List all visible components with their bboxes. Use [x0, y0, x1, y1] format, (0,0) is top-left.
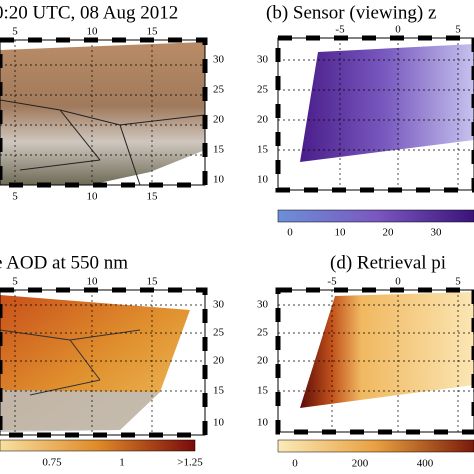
side-tick-label: 30 [257, 54, 269, 66]
colorbar-tick-label: 400 [417, 458, 434, 470]
top-tick-label: 15 [147, 26, 159, 38]
side-tick-label: 15 [257, 144, 269, 156]
colorbar-tick-label: 30 [431, 227, 443, 239]
colorbar-tick-label: 10 [335, 227, 347, 239]
side-tick-label: 15 [257, 385, 269, 397]
colorbar-tick-label: >1.25 [177, 457, 203, 469]
top-tick-label: -5 [327, 276, 337, 288]
side-tick-label: 25 [213, 327, 225, 339]
no-data [0, 390, 160, 432]
top-tick-label: -5 [335, 24, 345, 36]
satellite-image [0, 42, 205, 185]
side-tick-label: 15 [213, 385, 225, 397]
side-tick-label: 10 [257, 174, 269, 186]
viewing-angle-map [300, 44, 474, 162]
colorbar [277, 209, 474, 223]
colorbar [277, 439, 474, 453]
colorbar-tick-label: 0.75 [42, 457, 62, 469]
colorbar-tick-label: 200 [352, 458, 369, 470]
top-tick-label: 5 [455, 24, 461, 36]
colorbar-tick-label: 0 [292, 458, 298, 470]
top-tick-label: 5 [455, 276, 461, 288]
side-tick-label: 20 [257, 114, 269, 126]
top-tick-label: 5 [12, 276, 18, 288]
side-tick-label: 25 [257, 84, 269, 96]
bottom-tick-label: 15 [147, 191, 159, 203]
colorbar-tick-label: 0 [287, 227, 293, 239]
borders [0, 329, 141, 396]
side-tick-label: 10 [257, 417, 269, 429]
bottom-tick-label: 5 [12, 191, 18, 203]
panel-title: e AOD at 550 nm [0, 252, 128, 273]
bottom-tick-label: 10 [87, 191, 99, 203]
frame-border [0, 287, 208, 438]
top-tick-label: 0 [395, 24, 401, 36]
side-tick-label: 30 [213, 54, 225, 66]
top-tick-label: 10 [87, 26, 99, 38]
colorbar [0, 439, 196, 452]
side-tick-label: 20 [213, 355, 225, 367]
top-tick-label: 5 [12, 26, 18, 38]
side-tick-label: 20 [257, 355, 269, 367]
side-tick-label: 30 [213, 299, 225, 311]
top-tick-label: 0 [395, 276, 401, 288]
frame-border [275, 35, 474, 193]
frame-border [0, 37, 208, 188]
panel-title: (d) Retrieval pi [330, 252, 446, 273]
panel-title: 0:20 UTC, 08 Aug 2012 [0, 2, 178, 23]
frame-border [275, 287, 474, 435]
grid [278, 38, 474, 190]
side-tick-label: 10 [213, 174, 225, 186]
side-tick-label: 30 [257, 299, 269, 311]
colorbar-tick-label: 1 [119, 457, 125, 469]
panel-title: (b) Sensor (viewing) z [266, 2, 436, 23]
side-tick-label: 10 [213, 417, 225, 429]
top-tick-label: 15 [147, 276, 159, 288]
colorbar-tick-label: 20 [383, 227, 395, 239]
side-tick-label: 15 [213, 144, 225, 156]
pixel-map [300, 292, 474, 408]
side-tick-label: 25 [257, 327, 269, 339]
grid [278, 290, 474, 432]
side-tick-label: 20 [213, 114, 225, 126]
top-tick-label: 10 [87, 276, 99, 288]
side-tick-label: 25 [213, 84, 225, 96]
